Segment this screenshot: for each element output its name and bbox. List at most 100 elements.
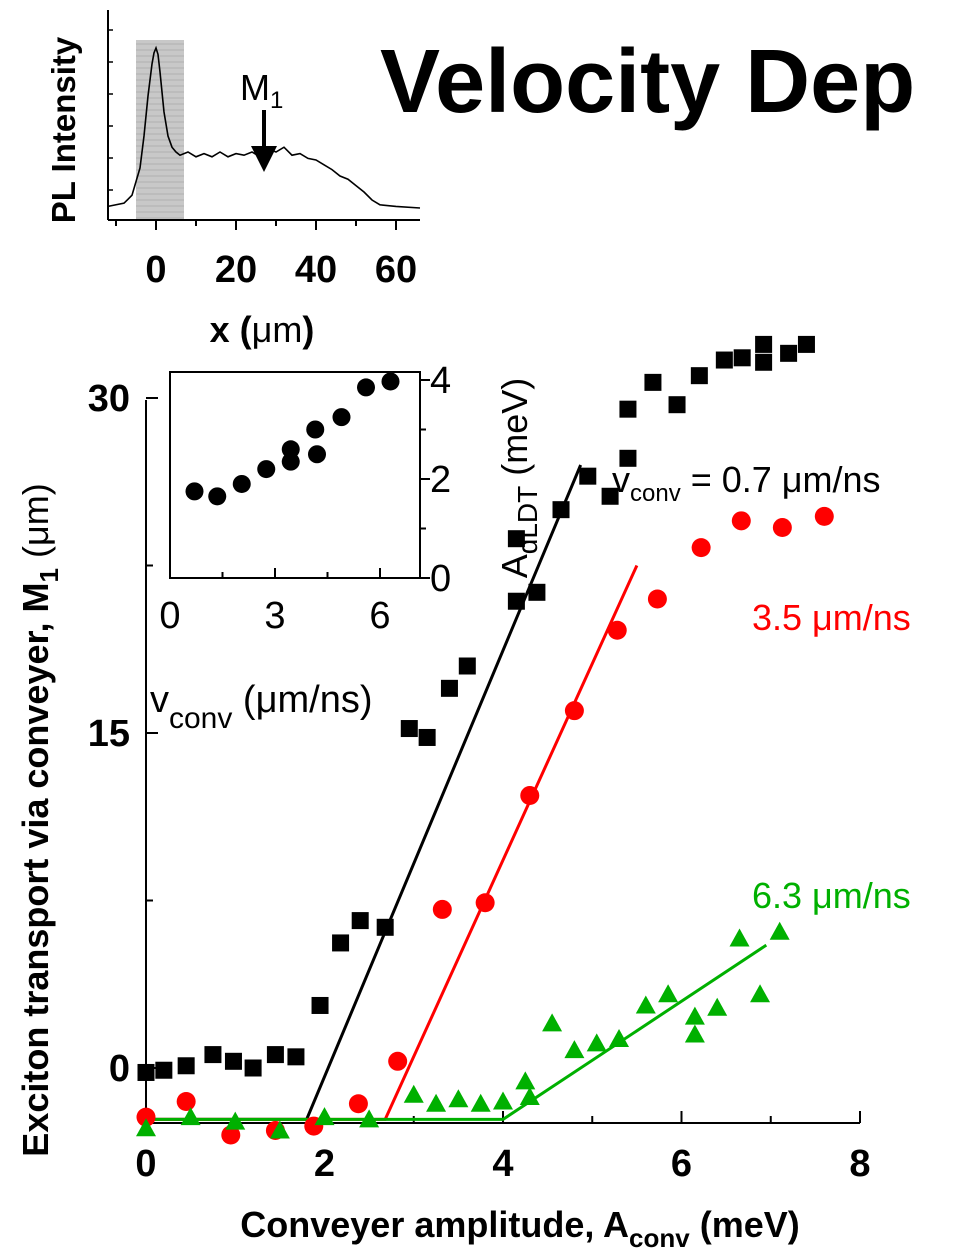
series-2-point xyxy=(493,1091,513,1110)
series-2-point xyxy=(180,1107,201,1126)
series-1-point xyxy=(607,620,627,640)
pl-profile-chart: 0 20 40 60 x (μm) PL Intensity M1 xyxy=(45,10,421,350)
series-2-point xyxy=(519,1087,540,1106)
fit-line-1 xyxy=(146,564,639,1121)
inset-y-label: AdLDT (meV) xyxy=(494,378,543,578)
series-1-point xyxy=(221,1125,241,1145)
series-0-point xyxy=(287,1048,305,1066)
series-0-point xyxy=(755,335,773,353)
series-0-point xyxy=(797,335,815,353)
series-0-point xyxy=(177,1057,195,1075)
series-1-point xyxy=(348,1094,368,1114)
series-0-point xyxy=(137,1063,155,1081)
inset-point xyxy=(306,420,325,439)
series-0-point xyxy=(376,918,394,936)
series-1-point xyxy=(731,511,751,531)
x-tick-label: 2 xyxy=(314,1143,335,1185)
series-2-point xyxy=(269,1120,290,1139)
y-tick-label: 30 xyxy=(88,378,130,420)
inset-x-label: vconv (μm/ns) xyxy=(150,679,372,735)
series-0-point xyxy=(458,657,476,675)
series-0-point xyxy=(780,344,798,362)
series-1-point xyxy=(176,1092,196,1111)
x-tick-label: 0 xyxy=(159,595,180,637)
series-0-point xyxy=(644,373,662,391)
y-axis-label: Exciton transport via conveyer, M1 (μm) xyxy=(15,483,64,1156)
inset-point xyxy=(281,440,300,459)
series-1-point xyxy=(691,538,711,558)
inset-point xyxy=(185,482,204,501)
series-0-point xyxy=(507,592,525,610)
x-tick-label: 3 xyxy=(264,595,285,637)
series-1-label: 3.5 μm/ns xyxy=(752,597,911,638)
series-0-point xyxy=(155,1061,173,1079)
series-2-point xyxy=(750,984,771,1003)
series-2-point xyxy=(707,997,728,1016)
inset-point xyxy=(281,452,300,471)
x-tick-label: 6 xyxy=(369,595,390,637)
inset-frame xyxy=(169,371,421,579)
series-2-label: 6.3 μm/ns xyxy=(752,875,911,916)
inset-point xyxy=(381,372,400,391)
series-1-point xyxy=(564,701,584,721)
series-2-point xyxy=(359,1109,380,1128)
series-2-point xyxy=(470,1093,491,1112)
series-0-point xyxy=(715,351,733,369)
series-2-point xyxy=(769,921,790,940)
inset-point xyxy=(332,408,351,427)
inset-point xyxy=(257,460,276,479)
x-tick-label: 4 xyxy=(492,1143,513,1185)
series-2-point xyxy=(635,995,656,1014)
x-axis-label: x (μm) xyxy=(210,309,315,350)
series-2-point xyxy=(564,1040,585,1059)
y-tick-label: 0 xyxy=(109,1048,130,1090)
inset-point xyxy=(357,378,375,397)
series-0-point xyxy=(507,530,525,548)
m1-arrow-head xyxy=(251,146,277,172)
series-0-point xyxy=(440,679,458,697)
series-2-point xyxy=(136,1118,156,1137)
series-1-point xyxy=(520,786,540,806)
y-tick-label: 4 xyxy=(430,360,451,402)
series-2-point xyxy=(448,1089,469,1108)
series-2-point xyxy=(609,1028,630,1047)
series-0-point xyxy=(690,367,708,385)
x-tick-label: 0 xyxy=(135,1143,156,1185)
y-axis-label: PL Intensity xyxy=(45,36,82,223)
series-1-point xyxy=(475,893,495,913)
inset-point xyxy=(208,487,227,506)
x-tick-label: 6 xyxy=(671,1143,692,1185)
series-0-point xyxy=(418,728,436,746)
fit-line-2 xyxy=(146,943,768,1121)
series-1-point xyxy=(647,589,667,609)
series-0-point xyxy=(552,501,570,519)
series-0-point xyxy=(351,912,369,930)
series-0-point xyxy=(244,1059,262,1077)
x-tick-label: 0 xyxy=(145,249,166,291)
series-0-point xyxy=(332,934,350,952)
x-tick-label: 8 xyxy=(849,1143,870,1185)
slide-title: Velocity Dep xyxy=(380,32,915,132)
x-tick-label: 60 xyxy=(375,249,417,291)
series-2-point xyxy=(225,1111,246,1130)
series-2-point xyxy=(542,1013,563,1032)
series-2-point xyxy=(403,1084,424,1103)
inset-point xyxy=(308,445,326,464)
series-0-point xyxy=(204,1046,222,1064)
x-axis-label: Conveyer amplitude, Aconv (meV) xyxy=(240,1204,799,1253)
series-2-point xyxy=(426,1093,447,1112)
series-0-point xyxy=(733,349,751,367)
series-0-point xyxy=(266,1046,284,1064)
series-1-point xyxy=(136,1107,156,1127)
series-0-point xyxy=(668,396,686,414)
series-0-point xyxy=(311,996,329,1014)
series-1-point xyxy=(432,899,452,919)
y-tick-label: 0 xyxy=(430,558,451,600)
series-0-label: vconv = 0.7 μm/ns xyxy=(612,459,881,507)
series-0-point xyxy=(224,1052,242,1070)
series-0-point xyxy=(619,400,637,418)
inset-point xyxy=(232,474,251,493)
